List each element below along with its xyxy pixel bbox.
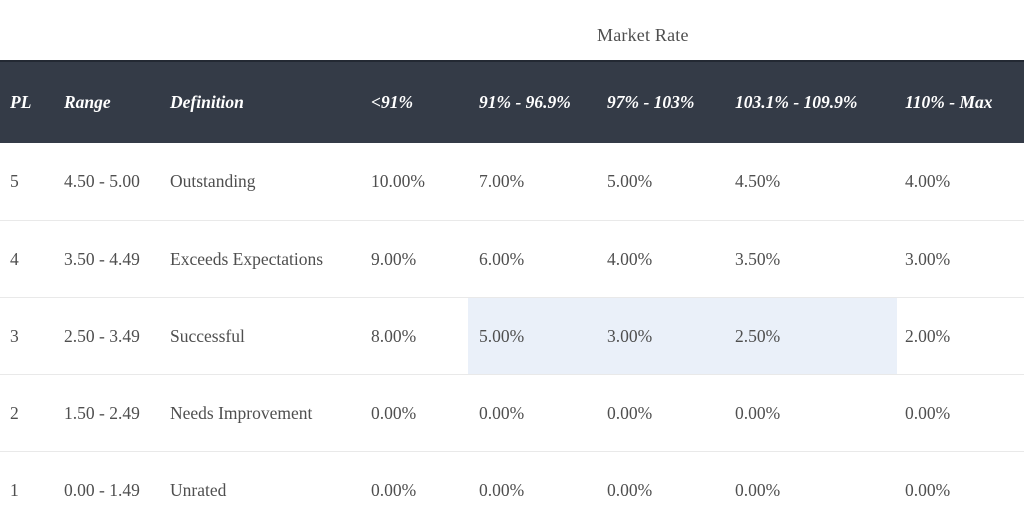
cell-range: 4.50 - 5.00	[64, 171, 140, 191]
cell-rate[interactable]: 9.00%	[371, 248, 417, 269]
cell-rate-highlighted[interactable]: 3.00%	[597, 298, 725, 374]
merit-matrix-table: PL Range Definition <91% 91% - 96.9% 97%…	[0, 60, 1024, 528]
cell-rate[interactable]: 0.00%	[479, 402, 525, 423]
cell-rate[interactable]: 10.00%	[371, 171, 425, 191]
cell-rate[interactable]: 2.00%	[905, 325, 951, 346]
cell-definition: Outstanding	[170, 171, 256, 191]
cell-definition: Successful	[170, 325, 245, 346]
cell-pl: 2	[10, 402, 19, 423]
table-row-pl-1: 1 0.00 - 1.49 Unrated 0.00% 0.00% 0.00% …	[0, 451, 1024, 528]
cell-pl: 3	[10, 325, 19, 346]
cell-pl: 4	[10, 248, 19, 269]
cell-range: 1.50 - 2.49	[64, 402, 140, 423]
table-row-pl-2: 2 1.50 - 2.49 Needs Improvement 0.00% 0.…	[0, 374, 1024, 451]
column-header-lt-91pct: <91%	[371, 92, 414, 112]
cell-rate[interactable]: 0.00%	[905, 479, 951, 500]
cell-range: 3.50 - 4.49	[64, 248, 140, 269]
column-header-range: Range	[64, 92, 111, 112]
column-header-110-max: 110% - Max	[905, 92, 993, 112]
cell-definition: Unrated	[170, 479, 227, 500]
cell-rate[interactable]: 7.00%	[479, 171, 525, 191]
cell-rate[interactable]: 0.00%	[735, 402, 781, 423]
market-rate-group-label: Market Rate	[597, 25, 689, 45]
cell-rate[interactable]: 8.00%	[371, 325, 417, 346]
cell-range: 0.00 - 1.49	[64, 479, 140, 500]
cell-rate[interactable]: 0.00%	[479, 479, 525, 500]
cell-rate[interactable]: 4.00%	[607, 248, 653, 269]
table-row-pl-3: 3 2.50 - 3.49 Successful 8.00% 5.00% 3.0…	[0, 297, 1024, 374]
cell-rate[interactable]: 0.00%	[371, 479, 417, 500]
cell-rate[interactable]: 6.00%	[479, 248, 525, 269]
cell-rate[interactable]: 3.00%	[905, 248, 951, 269]
column-header-pl: PL	[10, 92, 32, 112]
cell-rate[interactable]: 0.00%	[607, 479, 653, 500]
cell-rate[interactable]: 5.00%	[607, 171, 653, 191]
cell-range: 2.50 - 3.49	[64, 325, 140, 346]
cell-definition: Exceeds Expectations	[170, 248, 324, 269]
cell-rate[interactable]: 0.00%	[371, 402, 417, 423]
column-header-definition: Definition	[170, 92, 244, 112]
cell-pl: 5	[10, 171, 19, 191]
cell-rate[interactable]: 4.50%	[735, 171, 781, 191]
cell-rate[interactable]: 0.00%	[905, 402, 951, 423]
table-row-pl-5: 5 4.50 - 5.00 Outstanding 10.00% 7.00% 5…	[0, 143, 1024, 220]
column-header-91-96.9pct: 91% - 96.9%	[479, 92, 571, 112]
cell-rate[interactable]: 4.00%	[905, 171, 951, 191]
cell-rate[interactable]: 3.50%	[735, 248, 781, 269]
cell-definition: Needs Improvement	[170, 402, 313, 423]
cell-rate[interactable]: 0.00%	[735, 479, 781, 500]
cell-rate[interactable]: 0.00%	[607, 402, 653, 423]
table-header-row: PL Range Definition <91% 91% - 96.9% 97%…	[0, 60, 1024, 143]
cell-rate-highlighted[interactable]: 2.50%	[725, 298, 897, 374]
column-header-97-103pct: 97% - 103%	[607, 92, 695, 112]
cell-pl: 1	[10, 479, 19, 500]
cell-rate-highlighted[interactable]: 5.00%	[468, 298, 597, 374]
table-row-pl-4: 4 3.50 - 4.49 Exceeds Expectations 9.00%…	[0, 220, 1024, 297]
column-header-103.1-109.9pct: 103.1% - 109.9%	[735, 92, 858, 112]
